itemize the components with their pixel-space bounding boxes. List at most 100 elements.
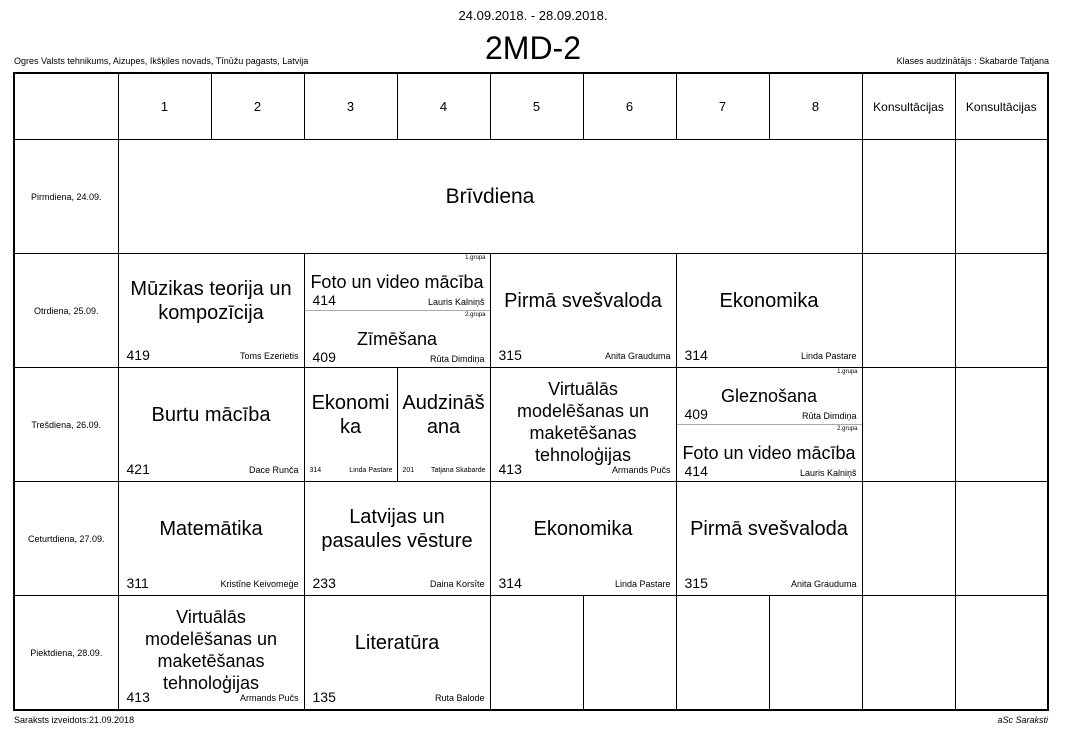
consultation-header: Konsultācijas	[954, 72, 1049, 140]
lesson-cell: Matemātika 311 Kristīne Keivomeģe	[117, 481, 305, 596]
room: 201	[402, 467, 415, 474]
room: 233	[312, 575, 336, 591]
lesson-cell: Pirmā svešvaloda 315 Anita Grauduma	[489, 253, 677, 368]
lesson-cell: Latvijas un pasaules vēsture 233 Daina K…	[303, 481, 491, 596]
subject: Ekonomika	[533, 517, 633, 540]
period-header: 6	[582, 72, 677, 140]
lesson-cell: Literatūra 135 Ruta Balode	[303, 595, 491, 711]
room: 414	[312, 292, 336, 308]
room: 315	[498, 347, 522, 363]
room: 314	[684, 347, 708, 363]
teacher: Lauris Kalniņš	[427, 297, 485, 307]
day-row-wednesday: Trešdiena, 26.09. Burtu mācība 421 Dace …	[13, 367, 1049, 482]
teacher: Anita Grauduma	[604, 351, 671, 361]
subject: Foto un video mācība	[310, 272, 484, 292]
subject: Pirmā svešvaloda	[690, 517, 848, 540]
subject: Ekonomika	[719, 289, 819, 312]
empty-cell	[954, 139, 1049, 254]
subject: Zīmēšana	[356, 329, 438, 349]
timetable: 1 2 3 4 5 6 7 8 Konsultācijas Konsultāci…	[13, 72, 1049, 711]
lesson-cell: Virtuālās modelēšanas un maketēšanas teh…	[117, 595, 305, 711]
teacher: Rūta Dimdiņa	[801, 411, 857, 421]
class-title: 2MD-2	[484, 30, 581, 66]
subject: Gleznošana	[720, 386, 818, 406]
teacher: Lauris Kalniņš	[799, 468, 857, 478]
group-label: 1.grupa	[465, 255, 486, 261]
lesson-cell: Ekonomika 314 Linda Pastare	[675, 253, 863, 368]
day-label: Trešdiena, 26.09.	[13, 367, 119, 482]
teacher: Linda Pastare	[349, 467, 393, 474]
subject: Latvijas un pasaules vēsture	[321, 505, 473, 552]
empty-cell	[954, 481, 1049, 596]
empty-cell	[582, 595, 677, 711]
room: 409	[684, 406, 708, 422]
teacher: Armands Pučs	[611, 465, 671, 475]
corner-cell	[13, 72, 119, 140]
teacher: Armands Pučs	[239, 693, 299, 703]
room: 409	[312, 349, 336, 365]
subject: Audzināšana	[402, 391, 485, 438]
group-label: 2.grupa	[837, 426, 858, 432]
class-teacher: Klases audzinātājs : Skabarde Tatjana	[896, 56, 1049, 66]
day-label: Pirmdiena, 24.09.	[13, 139, 119, 254]
lesson-cell: Pirmā svešvaloda 315 Anita Grauduma	[675, 481, 863, 596]
lesson-cell: Audzināšana 201 Tatjana Skabarde	[396, 367, 491, 482]
teacher: Toms Ezerietis	[239, 351, 299, 361]
room: 414	[684, 463, 708, 479]
empty-cell	[489, 595, 584, 711]
group-lesson: 1.grupa Foto un video mācība 414 Lauris …	[304, 254, 490, 311]
room: 314	[498, 575, 522, 591]
subject: Pirmā svešvaloda	[504, 289, 662, 312]
date-range: 24.09.2018. - 28.09.2018.	[458, 8, 608, 23]
lesson-cell: Virtuālās modelēšanas un maketēšanas teh…	[489, 367, 677, 482]
teacher: Ruta Balode	[434, 693, 485, 703]
teacher: Linda Pastare	[800, 351, 857, 361]
subject: Virtuālās modelēšanas un maketēšanas teh…	[144, 606, 278, 693]
empty-cell	[861, 139, 956, 254]
day-row-thursday: Ceturtdiena, 27.09. Matemātika 311 Krist…	[13, 481, 1049, 596]
period-header: 5	[489, 72, 584, 140]
period-header: 8	[768, 72, 863, 140]
room: 419	[126, 347, 150, 363]
period-header: 7	[675, 72, 770, 140]
empty-cell	[954, 367, 1049, 482]
group-lesson: 2.grupa Zīmēšana 409 Rūta Dimdiņa	[305, 311, 490, 367]
room: 413	[498, 461, 522, 477]
subject: Burtu mācība	[151, 403, 271, 426]
empty-cell	[954, 595, 1049, 711]
lesson-cell: Ekonomika 314 Linda Pastare	[489, 481, 677, 596]
room: 315	[684, 575, 708, 591]
header-row: 1 2 3 4 5 6 7 8 Konsultācijas Konsultāci…	[13, 72, 1049, 140]
room: 413	[126, 689, 150, 705]
holiday-label: Brīvdiena	[445, 184, 535, 208]
created-date: Saraksts izveidots:21.09.2018	[14, 715, 135, 725]
room: 314	[309, 467, 322, 474]
group-label: 2.grupa	[465, 312, 486, 318]
lesson-cell-split: 1.grupa Foto un video mācība 414 Lauris …	[303, 253, 491, 368]
day-label: Ceturtdiena, 27.09.	[13, 481, 119, 596]
day-row-tuesday: Otrdiena, 25.09. Mūzikas teorija un komp…	[13, 253, 1049, 368]
teacher: Kristīne Keivomeģe	[220, 579, 299, 589]
consultation-header: Konsultācijas	[861, 72, 956, 140]
empty-cell	[861, 595, 956, 711]
subject: Virtuālās modelēšanas un maketēšanas teh…	[516, 378, 650, 465]
empty-cell	[768, 595, 863, 711]
day-label: Piektdiena, 28.09.	[13, 595, 119, 711]
teacher: Tatjana Skabarde	[431, 467, 486, 474]
lesson-cell: Ekonomika 314 Linda Pastare	[303, 367, 398, 482]
empty-cell	[861, 253, 956, 368]
school-address: Ogres Valsts tehnikums, Aizupes, Ikšķile…	[14, 56, 309, 66]
period-header: 4	[396, 72, 491, 140]
teacher: Linda Pastare	[614, 579, 671, 589]
group-lesson: 2.grupa Foto un video mācība 414 Lauris …	[677, 425, 862, 481]
period-header: 3	[303, 72, 398, 140]
teacher: Rūta Dimdiņa	[429, 354, 485, 364]
lesson-cell: Mūzikas teorija un kompozīcija 419 Toms …	[117, 253, 305, 368]
subject: Matemātika	[159, 517, 263, 540]
subject: Mūzikas teorija un kompozīcija	[130, 277, 292, 324]
brand-label: aSc Saraksti	[997, 715, 1048, 725]
period-header: 1	[117, 72, 212, 140]
room: 421	[126, 461, 150, 477]
day-label: Otrdiena, 25.09.	[13, 253, 119, 368]
subject: Foto un video mācība	[682, 443, 856, 463]
